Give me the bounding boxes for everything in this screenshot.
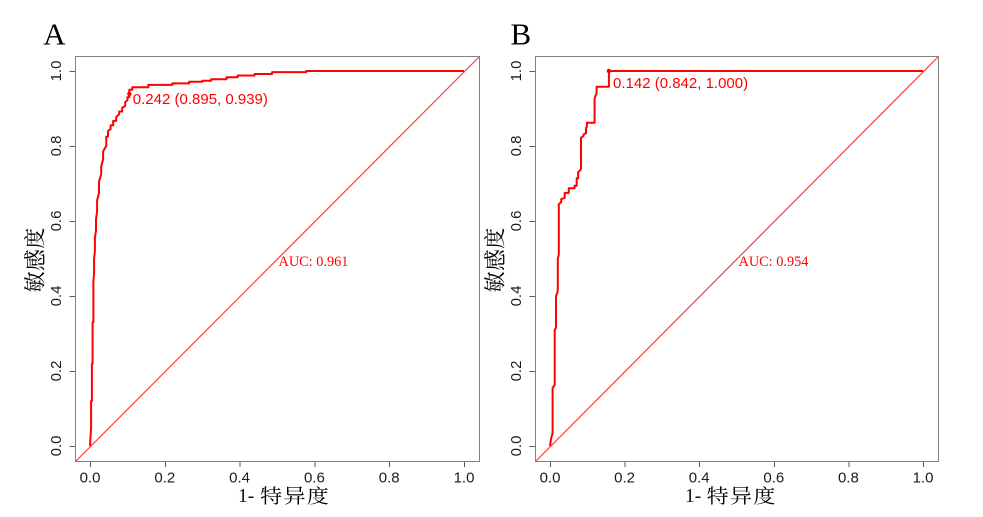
svg-text:0.2: 0.2	[614, 470, 635, 487]
svg-text:0.2: 0.2	[508, 361, 525, 382]
svg-text:1.0: 1.0	[508, 61, 525, 82]
svg-text:1-: 1-	[238, 486, 254, 507]
svg-text:0.0: 0.0	[48, 436, 65, 457]
svg-text:0.0: 0.0	[540, 470, 561, 487]
svg-text:0.242 (0.895, 0.939): 0.242 (0.895, 0.939)	[133, 91, 268, 108]
svg-text:0.6: 0.6	[48, 211, 65, 232]
svg-text:0.2: 0.2	[154, 470, 175, 487]
svg-text:B: B	[511, 17, 532, 52]
svg-text:0.142 (0.842, 1.000): 0.142 (0.842, 1.000)	[613, 75, 748, 92]
svg-text:0.8: 0.8	[379, 470, 400, 487]
svg-text:0.0: 0.0	[508, 436, 525, 457]
svg-text:A: A	[43, 17, 66, 52]
svg-text:0.8: 0.8	[838, 470, 859, 487]
svg-text:1.0: 1.0	[454, 470, 475, 487]
svg-text:0.8: 0.8	[48, 136, 65, 157]
svg-text:0.6: 0.6	[304, 470, 325, 487]
svg-text:0.2: 0.2	[48, 361, 65, 382]
svg-text:AUC: 0.954: AUC: 0.954	[739, 254, 809, 270]
svg-text:1.0: 1.0	[913, 470, 934, 487]
svg-text:0.0: 0.0	[80, 470, 101, 487]
svg-text:0.4: 0.4	[689, 470, 710, 487]
svg-text:0.8: 0.8	[508, 136, 525, 157]
svg-text:0.4: 0.4	[508, 286, 525, 307]
svg-text:1.0: 1.0	[48, 61, 65, 82]
svg-text:0.4: 0.4	[48, 286, 65, 307]
svg-text:1-: 1-	[685, 486, 701, 507]
svg-text:AUC: 0.961: AUC: 0.961	[279, 254, 349, 270]
svg-text:0.6: 0.6	[508, 211, 525, 232]
svg-text:0.4: 0.4	[229, 470, 250, 487]
svg-text:0.6: 0.6	[763, 470, 784, 487]
